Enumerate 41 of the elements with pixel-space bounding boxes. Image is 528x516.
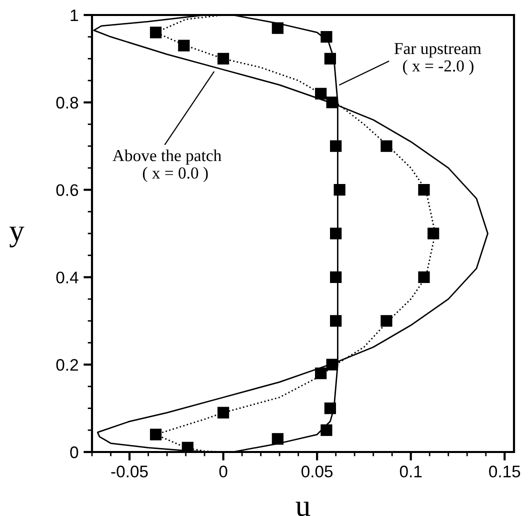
point bbox=[330, 140, 342, 152]
point bbox=[330, 315, 342, 327]
point bbox=[326, 358, 338, 370]
y-axis-title: y bbox=[9, 226, 24, 248]
point bbox=[320, 31, 332, 43]
y-tick-label: 0 bbox=[70, 446, 78, 458]
point bbox=[324, 52, 336, 65]
x-tick-label: -0.05 bbox=[111, 466, 148, 478]
x-tick-label: 0.15 bbox=[489, 466, 520, 478]
point bbox=[150, 428, 162, 440]
annotation: Above the patch ( x = 0.0 ) bbox=[112, 149, 222, 182]
point bbox=[217, 52, 230, 65]
point bbox=[315, 88, 327, 100]
x-tick-label: 0 bbox=[219, 466, 228, 478]
point bbox=[315, 368, 327, 380]
point bbox=[272, 433, 284, 445]
point bbox=[380, 140, 392, 152]
point bbox=[428, 228, 440, 240]
x-axis-title: u bbox=[296, 502, 310, 516]
point bbox=[320, 424, 332, 436]
y-tick-label: 0.6 bbox=[56, 184, 78, 196]
y-tick-label: 0.4 bbox=[56, 272, 78, 284]
point bbox=[380, 315, 392, 327]
annotation: Far upstream ( x = -2.0 ) bbox=[394, 43, 482, 75]
y-tick-label: 1 bbox=[70, 10, 78, 22]
point bbox=[334, 184, 346, 196]
x-tick-label: 0.05 bbox=[302, 466, 333, 478]
point bbox=[217, 406, 230, 418]
point bbox=[326, 96, 338, 108]
point bbox=[182, 442, 194, 452]
point bbox=[272, 22, 284, 34]
y-tick-label: 0.8 bbox=[56, 96, 78, 109]
point bbox=[418, 271, 430, 284]
point bbox=[330, 228, 342, 240]
point bbox=[418, 184, 430, 196]
y-tick-label: 0.2 bbox=[56, 359, 78, 371]
point bbox=[324, 402, 336, 414]
point bbox=[178, 40, 190, 52]
point bbox=[150, 26, 162, 38]
x-tick-label: 0.1 bbox=[400, 466, 422, 478]
point bbox=[330, 271, 342, 284]
